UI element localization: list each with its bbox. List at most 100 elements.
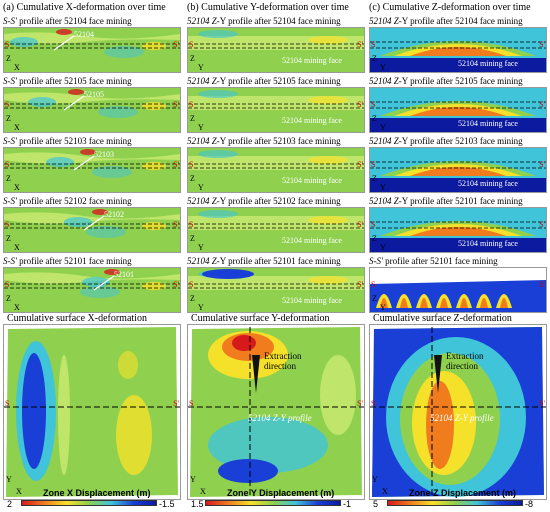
surface-title-0: Cumulative surface X-deformation	[7, 313, 147, 324]
s-marker: S	[189, 40, 194, 49]
profile-title-mid: Z	[209, 16, 217, 26]
profile-title-rest: -Y profile after 52104 face mining	[398, 16, 523, 26]
s-marker: S	[371, 220, 376, 229]
profile-title-mid: Z	[209, 256, 217, 266]
colorbar-1	[205, 500, 341, 506]
surface-x-axis-label: X	[200, 487, 206, 496]
profile-panel-2-0: 52104 mining face S S' Z Y	[369, 27, 547, 73]
profile-title-rest: profile after 52101 face mining	[382, 256, 498, 266]
face-arrow-label: 52103	[94, 150, 114, 159]
s-marker: S	[371, 100, 376, 109]
profile-title-mid: Z	[209, 76, 217, 86]
profile-title-mid: Z	[209, 136, 217, 146]
profile-panel-2-4: S S' Z Y	[369, 267, 547, 313]
profile-panel-1-2: 52104 mining face S S' Z Y	[187, 147, 365, 193]
profile-title-2-1: 52104 Z-Y profile after 52105 face minin…	[369, 76, 523, 86]
mining-face-label: 52104 mining face	[282, 116, 342, 125]
profile-title-prefix: S-S'	[3, 16, 17, 26]
z-axis-label: Z	[190, 174, 195, 183]
profile-title-prefix: S-S'	[3, 136, 17, 146]
profile-title-1-2: 52104 Z-Y profile after 52103 face minin…	[187, 136, 341, 146]
surface-y-axis-label: Y	[6, 475, 12, 484]
profile-title-0-1: S-S' profile after 52105 face mining	[3, 76, 132, 86]
s-marker: S	[5, 40, 10, 49]
profile-title-mid: Z	[209, 196, 217, 206]
mining-face-label: 52104 mining face	[458, 239, 518, 248]
profile-title-rest: -Y profile after 52103 face mining	[216, 136, 341, 146]
colorbar-title-0: Zone X Displacement (m)	[43, 488, 151, 498]
s-marker: S	[189, 220, 194, 229]
profile-title-prefix: S-S'	[369, 256, 383, 266]
profile-title-2-4: S-S' profile after 52101 face mining	[369, 256, 498, 266]
surface-s-marker: S	[189, 399, 194, 408]
surface-s-marker: S	[5, 399, 10, 408]
profile-title-prefix: 52104	[187, 196, 210, 206]
mining-face-label: 52104 mining face	[282, 176, 342, 185]
face-arrow-label: 52102	[104, 210, 124, 219]
s-prime-marker: S'	[357, 220, 363, 229]
surface-panel-2: Extraction direction 52104 Z-Y profile S S'…	[369, 324, 547, 500]
face-arrow-label: 52105	[84, 90, 104, 99]
surface-x-axis-label: X	[16, 487, 22, 496]
column-title-a: (a) Cumulative X-deformation over time	[3, 2, 166, 13]
profile-title-rest: profile after 52101 face mining	[16, 256, 132, 266]
profile-title-prefix: 52104	[369, 136, 392, 146]
mining-face-label: 52104 mining face	[282, 236, 342, 245]
profile-title-2-0: 52104 Z-Y profile after 52104 face minin…	[369, 16, 523, 26]
profile-title-rest: -Y profile after 52105 face mining	[216, 76, 341, 86]
x-axis-label: Y	[198, 183, 204, 192]
profile-title-0-2: S-S' profile after 52103 face mining	[3, 136, 132, 146]
s-prime-marker: S'	[357, 100, 363, 109]
profile-panel-0-0: 52104 S S' Z X	[3, 27, 181, 73]
profile-title-mid: Z	[391, 136, 399, 146]
mining-face-label: 52104 mining face	[458, 119, 518, 128]
profile-title-rest: -Y profile after 52103 face mining	[398, 136, 523, 146]
s-marker: S	[5, 220, 10, 229]
surface-panel-0: S S' Y X	[3, 324, 181, 500]
x-axis-label: Y	[198, 63, 204, 72]
s-prime-marker: S'	[539, 160, 545, 169]
profile-title-rest: -Y profile after 52101 face mining	[216, 256, 341, 266]
profile-panel-0-4: 52101 S S' Z X	[3, 267, 181, 313]
profile-title-rest: -Y profile after 52104 face mining	[216, 16, 341, 26]
s-prime-marker: S'	[357, 40, 363, 49]
profile-title-prefix: S-S'	[3, 196, 17, 206]
s-marker: S	[371, 160, 376, 169]
s-prime-marker: S'	[173, 280, 179, 289]
colorbar-max-2: -8	[525, 499, 534, 509]
z-axis-label: Z	[372, 294, 377, 303]
profile-title-0-4: S-S' profile after 52101 face mining	[3, 256, 132, 266]
profile-title-1-3: 52104 Z-Y profile after 52102 face minin…	[187, 196, 341, 206]
z-axis-label: Z	[6, 54, 11, 63]
x-axis-label: Y	[380, 183, 386, 192]
profile-panel-1-0: 52104 mining face S S' Z Y	[187, 27, 365, 73]
profile-panel-2-3: 52104 mining face S S' Z Y	[369, 207, 547, 253]
s-prime-marker: S'	[357, 160, 363, 169]
colorbar-min-2: 5	[373, 499, 379, 509]
x-axis-label: Y	[380, 123, 386, 132]
x-axis-label: Y	[198, 243, 204, 252]
surface-s-marker: S	[371, 399, 376, 408]
colorbar-0	[21, 500, 157, 506]
profile-title-mid: Z	[391, 16, 399, 26]
profile-panel-1-3: 52104 mining face S S' Z Y	[187, 207, 365, 253]
x-axis-label: Y	[380, 63, 386, 72]
z-axis-label: Z	[6, 114, 11, 123]
x-axis-label: X	[14, 63, 20, 72]
mining-face-label: 52104 mining face	[282, 296, 342, 305]
s-marker: S	[5, 100, 10, 109]
s-marker: S	[189, 280, 194, 289]
profile-panel-2-1: 52104 mining face S S' Z Y	[369, 87, 547, 133]
surface-s-prime-marker: S'	[173, 399, 179, 408]
surface-y-axis-label: Y	[372, 475, 378, 484]
x-axis-label: X	[14, 303, 20, 312]
column-title-b: (b) Cumulative Y-deformation over time	[187, 2, 349, 13]
s-prime-marker: S'	[357, 280, 363, 289]
z-axis-label: Z	[190, 114, 195, 123]
colorbar-2	[387, 500, 523, 506]
colorbar-min-0: 2	[7, 499, 13, 509]
profile-panel-0-1: 52105 S S' Z X	[3, 87, 181, 133]
surface-x-axis-label: X	[382, 487, 388, 496]
face-arrow-label: 52104	[74, 30, 94, 39]
extraction-direction-label: Extraction direction	[264, 351, 302, 371]
